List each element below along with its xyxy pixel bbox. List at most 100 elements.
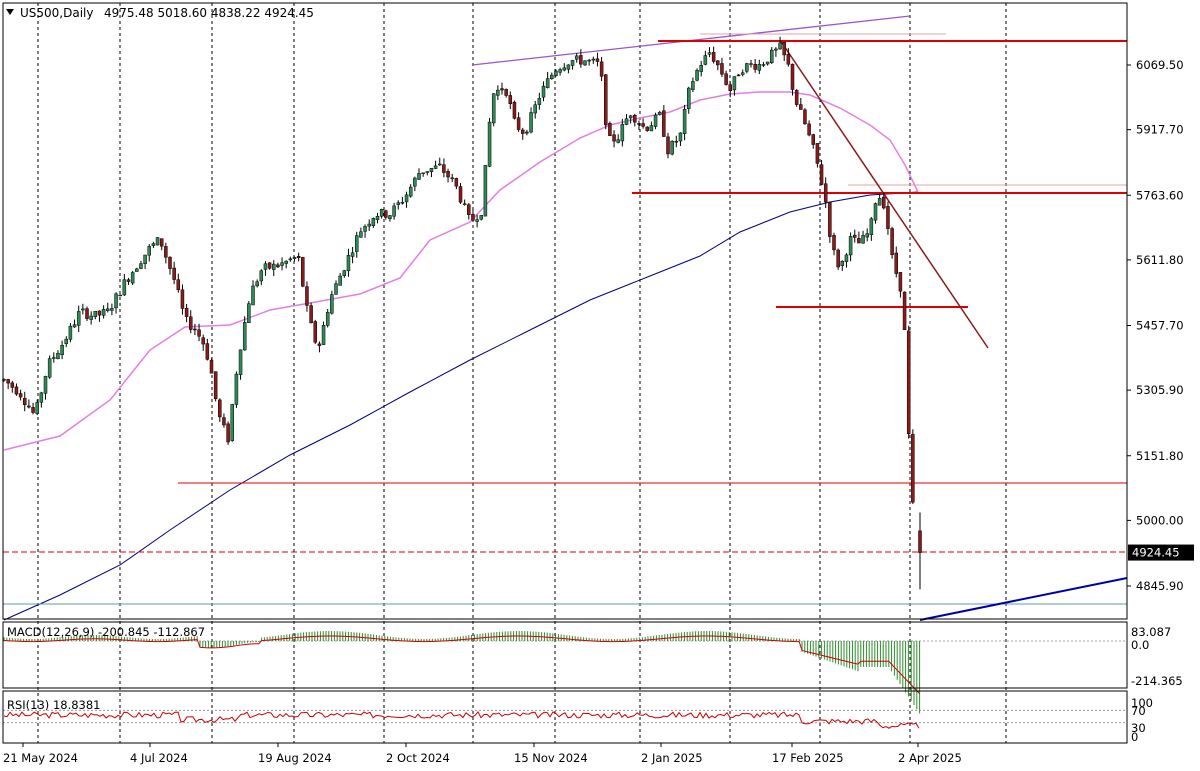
candle-up bbox=[375, 216, 380, 221]
candle-up bbox=[68, 325, 73, 340]
panel-borders bbox=[2, 2, 1128, 744]
y-tick-label: 5611.80 bbox=[1136, 253, 1184, 267]
candle-down bbox=[828, 201, 832, 237]
candle-down bbox=[222, 417, 226, 426]
candle-up bbox=[778, 42, 782, 50]
candle-down bbox=[10, 382, 15, 388]
candle-up bbox=[388, 215, 392, 220]
candle-down bbox=[276, 264, 280, 268]
candle-up bbox=[263, 263, 268, 270]
candle-up bbox=[691, 81, 695, 90]
candle-down bbox=[301, 257, 305, 287]
candle-up bbox=[284, 260, 288, 264]
candle-up bbox=[325, 312, 330, 326]
candle-up bbox=[861, 235, 865, 244]
candle-down bbox=[728, 84, 732, 91]
candle-down bbox=[612, 134, 616, 142]
candle-down bbox=[454, 178, 459, 187]
candle-up bbox=[653, 114, 658, 127]
candle-up bbox=[106, 308, 110, 311]
candle-down bbox=[815, 143, 820, 164]
candle-down bbox=[662, 110, 666, 137]
candle-up bbox=[363, 226, 367, 232]
candle-up bbox=[487, 121, 492, 167]
candle-up bbox=[130, 272, 135, 284]
candle-down bbox=[836, 249, 840, 268]
candle-up bbox=[740, 72, 745, 75]
candle-up bbox=[624, 118, 629, 125]
candle-down bbox=[604, 74, 608, 126]
candle-down bbox=[18, 393, 23, 398]
candle-down bbox=[159, 238, 164, 247]
candle-down bbox=[857, 238, 861, 244]
candle-up bbox=[682, 109, 687, 134]
candle-down bbox=[164, 246, 168, 258]
candle-down bbox=[267, 262, 272, 269]
candle-up bbox=[433, 165, 438, 169]
y-tick-label: 4845.90 bbox=[1136, 579, 1184, 593]
candle-up bbox=[620, 124, 625, 142]
candle-down bbox=[886, 206, 890, 229]
candle-down bbox=[305, 286, 309, 306]
candle-up bbox=[110, 308, 114, 311]
rsi-panel-frame bbox=[2, 690, 1128, 744]
candle-down bbox=[645, 126, 649, 131]
candle-down bbox=[906, 330, 911, 435]
candle-down bbox=[85, 308, 89, 319]
candle-down bbox=[446, 171, 450, 178]
candle-up bbox=[877, 198, 882, 206]
candle-up bbox=[251, 285, 255, 306]
candle-up bbox=[259, 270, 264, 282]
candle-up bbox=[761, 64, 766, 66]
candle-up bbox=[350, 252, 355, 257]
candle-down bbox=[500, 88, 504, 91]
candle-up bbox=[371, 218, 376, 226]
candle-down bbox=[97, 310, 102, 316]
candle-up bbox=[155, 237, 160, 246]
macd-panel-frame bbox=[2, 621, 1128, 689]
rsi-tick-label: 0 bbox=[1131, 730, 1138, 744]
candle-up bbox=[873, 203, 878, 221]
candle-up bbox=[770, 49, 774, 63]
candle-up bbox=[749, 63, 753, 65]
candle-up bbox=[550, 74, 554, 79]
candle-up bbox=[338, 275, 342, 286]
candle-up bbox=[670, 140, 674, 155]
candle-up bbox=[491, 93, 496, 124]
candle-down bbox=[31, 407, 35, 413]
ma-50-line bbox=[3, 91, 919, 451]
x-tick-label: 19 Aug 2024 bbox=[258, 751, 332, 765]
rsi-tick-label: 30 bbox=[1131, 721, 1146, 735]
candle-down bbox=[882, 196, 886, 209]
candle-up bbox=[765, 61, 770, 65]
candle-down bbox=[890, 228, 894, 255]
ma-200 bbox=[3, 191, 919, 621]
candle-down bbox=[823, 183, 828, 203]
candle-down bbox=[803, 109, 807, 125]
candle-up bbox=[72, 324, 77, 328]
candle-down bbox=[118, 294, 122, 297]
candle-up bbox=[583, 60, 587, 66]
candle-down bbox=[902, 291, 907, 330]
candle-down bbox=[126, 279, 131, 282]
candle-down bbox=[508, 95, 513, 104]
candle-down bbox=[720, 63, 724, 75]
candle-up bbox=[81, 308, 85, 311]
candle-down bbox=[674, 140, 679, 143]
x-tick-label: 2 Apr 2025 bbox=[898, 751, 962, 765]
candle-down bbox=[516, 117, 521, 130]
candle-down bbox=[521, 129, 525, 134]
candle-up bbox=[848, 236, 853, 256]
candle-up bbox=[247, 303, 251, 323]
candle-up bbox=[616, 139, 620, 143]
candle-up bbox=[844, 254, 849, 262]
candle-down bbox=[786, 54, 791, 65]
candle-down bbox=[807, 123, 811, 136]
candle-up bbox=[288, 258, 293, 261]
candle-up bbox=[408, 186, 413, 197]
candle-up bbox=[230, 404, 234, 441]
candle-up bbox=[346, 255, 351, 272]
candle-up bbox=[238, 349, 243, 375]
candle-down bbox=[794, 90, 799, 105]
